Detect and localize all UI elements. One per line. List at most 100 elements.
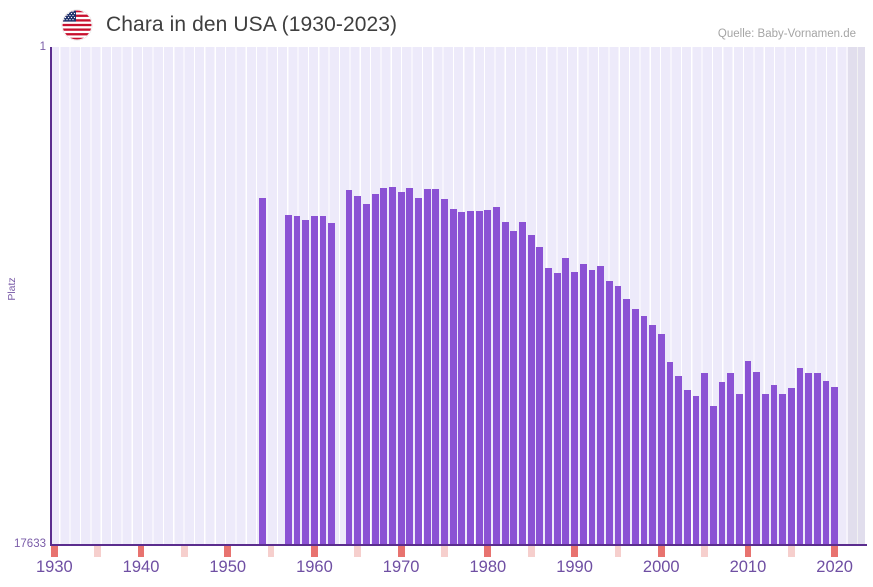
bar[interactable] (328, 223, 336, 545)
bar[interactable] (302, 219, 310, 545)
bar[interactable] (631, 308, 639, 545)
x-axis-half-decade-marker (441, 546, 448, 557)
bar[interactable] (805, 373, 812, 545)
bar[interactable] (579, 264, 587, 545)
bar[interactable] (380, 187, 388, 545)
bar[interactable] (441, 198, 448, 545)
bar[interactable] (692, 395, 700, 545)
x-axis-tick-label: 1930 (35, 558, 73, 576)
x-axis-tick-label: 2010 (729, 558, 767, 576)
bar[interactable] (605, 281, 613, 545)
x-axis-half-decade-marker (267, 546, 275, 557)
bar[interactable] (657, 333, 665, 545)
bar[interactable] (623, 298, 630, 545)
x-axis-tick-label: 2000 (642, 558, 680, 576)
bar[interactable] (683, 390, 691, 545)
chart-header: Chara in den USA (1930-2023) Quelle: Bab… (0, 0, 873, 44)
bar[interactable] (311, 215, 318, 545)
bar[interactable] (779, 393, 786, 545)
bar[interactable] (675, 375, 682, 545)
bar[interactable] (666, 361, 674, 545)
bar[interactable] (432, 189, 440, 545)
bar[interactable] (484, 209, 492, 545)
bar[interactable] (397, 192, 405, 545)
page-title: Chara in den USA (1930-2023) (106, 13, 398, 36)
bar[interactable] (744, 361, 752, 545)
bar[interactable] (389, 186, 396, 545)
bar[interactable] (735, 393, 743, 545)
bar[interactable] (571, 272, 578, 545)
source-attribution: Quelle: Baby-Vornamen.de (717, 28, 856, 40)
bar[interactable] (527, 234, 535, 545)
bar[interactable] (701, 373, 708, 545)
x-axis-decade-marker (484, 546, 492, 557)
x-axis-half-decade-marker (94, 546, 102, 557)
bar[interactable] (787, 388, 795, 545)
bar[interactable] (536, 246, 544, 545)
x-axis-decade-marker (397, 546, 405, 557)
bar[interactable] (475, 210, 483, 545)
x-axis-tick-label: 2020 (816, 558, 853, 576)
bar[interactable] (813, 373, 821, 545)
x-axis-tick-label: 1980 (469, 558, 507, 576)
bar[interactable] (831, 387, 839, 545)
bar[interactable] (510, 231, 518, 545)
bar[interactable] (501, 221, 509, 545)
bar[interactable] (415, 197, 422, 545)
bar[interactable] (467, 210, 474, 545)
bar[interactable] (545, 268, 552, 545)
bar[interactable] (458, 211, 466, 545)
y-axis-tick-top: 1 (39, 41, 46, 53)
bar[interactable] (761, 394, 769, 545)
bar[interactable] (597, 265, 604, 545)
x-axis-decade-marker (224, 546, 232, 557)
x-axis-decade-marker (744, 546, 752, 557)
us-flag-icon (62, 10, 92, 40)
x-axis-tick-label: 1990 (556, 558, 593, 576)
bar[interactable] (423, 188, 431, 545)
bar[interactable] (822, 380, 830, 545)
bar[interactable] (796, 368, 804, 545)
bar[interactable] (553, 272, 561, 545)
bar[interactable] (345, 189, 353, 545)
x-axis-half-decade-marker (614, 546, 622, 557)
y-axis-title: Platz (6, 277, 18, 301)
x-axis-decade-marker (50, 546, 58, 557)
x-axis-decade-marker (311, 546, 318, 557)
bar[interactable] (649, 325, 656, 545)
y-axis-line (50, 47, 52, 545)
bar[interactable] (640, 315, 648, 545)
bar[interactable] (371, 193, 379, 545)
bar[interactable] (614, 286, 622, 545)
x-axis-half-decade-marker (354, 546, 362, 557)
bar[interactable] (319, 215, 327, 545)
bar[interactable] (363, 203, 370, 545)
bar[interactable] (709, 406, 717, 545)
bar[interactable] (718, 381, 726, 545)
bar[interactable] (753, 372, 760, 545)
bar[interactable] (727, 373, 734, 545)
bar-series (50, 47, 865, 545)
x-axis-decade-marker (831, 546, 839, 557)
bar[interactable] (770, 384, 778, 545)
x-axis-decade-marker (571, 546, 578, 557)
x-axis-tick-label: 1970 (382, 558, 420, 576)
x-axis-marker-strip (50, 546, 865, 557)
bar[interactable] (259, 198, 266, 545)
x-axis-line (50, 544, 867, 546)
x-axis-half-decade-marker (787, 546, 795, 557)
x-axis-decade-marker (137, 546, 145, 557)
bar[interactable] (449, 209, 457, 545)
bar[interactable] (519, 221, 526, 545)
y-axis-tick-bottom: 17633 (14, 538, 46, 550)
bar[interactable] (285, 215, 292, 545)
bar[interactable] (588, 270, 596, 545)
bar[interactable] (562, 257, 570, 545)
bar[interactable] (493, 207, 500, 545)
plot-area (50, 47, 865, 545)
bar[interactable] (354, 196, 362, 545)
bar[interactable] (406, 188, 414, 545)
bar[interactable] (293, 216, 301, 545)
x-axis-labels: 1930 1940 1950 1960 1970 1980 1990 2000 2010 2020 (0, 558, 873, 587)
